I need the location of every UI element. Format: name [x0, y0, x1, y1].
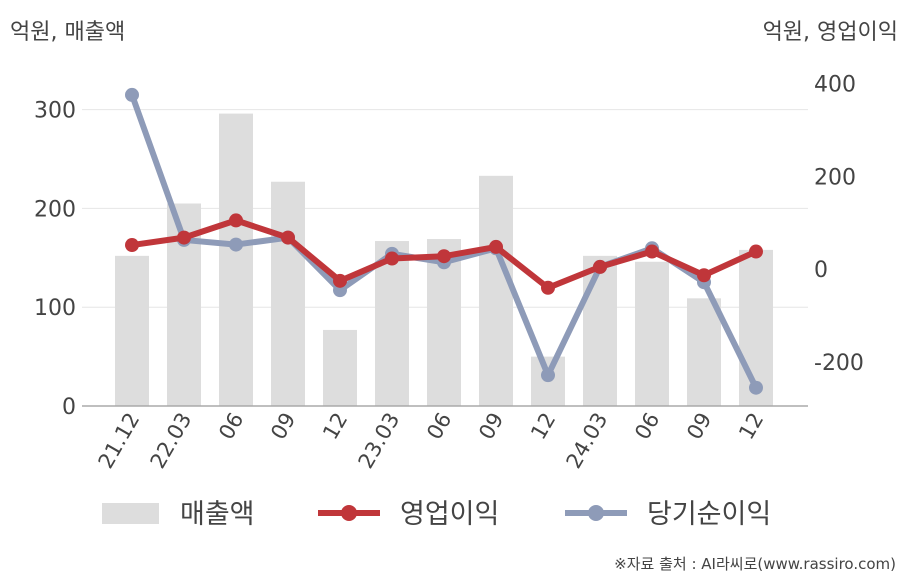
legend-label: 영업이익 — [400, 499, 499, 530]
point-영업이익-12 — [749, 244, 763, 259]
point-당기순이익-2 — [229, 237, 243, 252]
revenue-bars — [115, 113, 773, 406]
point-영업이익-6 — [437, 249, 451, 264]
x-tick: 23.03 — [353, 409, 404, 473]
x-tick: 22.03 — [145, 409, 196, 473]
x-tick: 06 — [422, 409, 456, 444]
right-y-tick: 200 — [814, 165, 856, 190]
right-y-tick-labels: -200 0 200 400 — [814, 72, 864, 376]
legend: 매출액 영업이익 당기순이익 — [102, 499, 771, 530]
bar-매출액-2 — [219, 113, 253, 406]
x-tick: 09 — [266, 409, 300, 444]
x-tick: 21.12 — [93, 409, 144, 473]
legend-label: 당기순이익 — [647, 499, 771, 530]
x-tick: 12 — [526, 409, 560, 444]
point-영업이익-8 — [541, 280, 555, 295]
x-tick: 12 — [734, 409, 768, 444]
right-y-tick: -200 — [814, 351, 864, 376]
right-y-tick: 0 — [814, 258, 828, 283]
point-영업이익-4 — [333, 273, 347, 288]
x-tick: 12 — [318, 409, 352, 444]
right-y-tick: 400 — [814, 72, 856, 97]
point-당기순이익-0 — [125, 87, 139, 102]
legend-label: 매출액 — [180, 499, 255, 530]
x-tick: 09 — [474, 409, 508, 444]
left-y-tick-labels: 0 100 200 300 — [34, 99, 76, 420]
point-당기순이익-8 — [541, 368, 555, 383]
left-y-tick: 100 — [34, 296, 76, 321]
bar-매출액-0 — [115, 255, 149, 406]
point-영업이익-7 — [489, 239, 503, 254]
left-y-tick: 200 — [34, 197, 76, 222]
point-영업이익-9 — [593, 259, 607, 274]
x-tick: 06 — [214, 409, 248, 444]
bar-매출액-5 — [375, 241, 409, 406]
series-lines — [125, 87, 763, 395]
point-영업이익-3 — [281, 230, 295, 245]
left-y-tick: 300 — [34, 99, 76, 124]
bar-매출액-7 — [479, 175, 513, 406]
point-영업이익-2 — [229, 213, 243, 228]
point-영업이익-0 — [125, 238, 139, 253]
bar-매출액-4 — [323, 329, 357, 406]
legend-marker-영업이익 — [341, 505, 357, 521]
left-axis-unit: 억원, 매출액 — [10, 20, 126, 45]
point-영업이익-11 — [697, 268, 711, 283]
point-영업이익-1 — [177, 230, 191, 245]
bar-매출액-11 — [687, 298, 721, 406]
point-영업이익-10 — [645, 244, 659, 259]
legend-marker-당기순이익 — [588, 505, 604, 521]
left-y-tick: 0 — [62, 395, 76, 420]
right-axis-unit: 억원, 영업이익 — [762, 20, 898, 45]
legend-swatch-매출액 — [102, 503, 159, 524]
point-영업이익-5 — [385, 251, 399, 266]
bar-매출액-10 — [635, 261, 669, 406]
x-tick: 24.03 — [561, 409, 612, 473]
source-note: ※자료 출처 : AI라씨로(www.rassiro.com) — [614, 555, 896, 573]
bar-매출액-12 — [739, 249, 773, 406]
x-tick: 06 — [630, 409, 664, 444]
point-당기순이익-12 — [749, 380, 763, 395]
x-tick-labels: 21.12 22.03 06 09 12 23.03 06 09 12 24.03 06 09 12 — [93, 409, 768, 473]
bar-매출액-3 — [271, 181, 305, 406]
bar-매출액-9 — [583, 255, 617, 406]
x-tick: 09 — [682, 409, 716, 444]
